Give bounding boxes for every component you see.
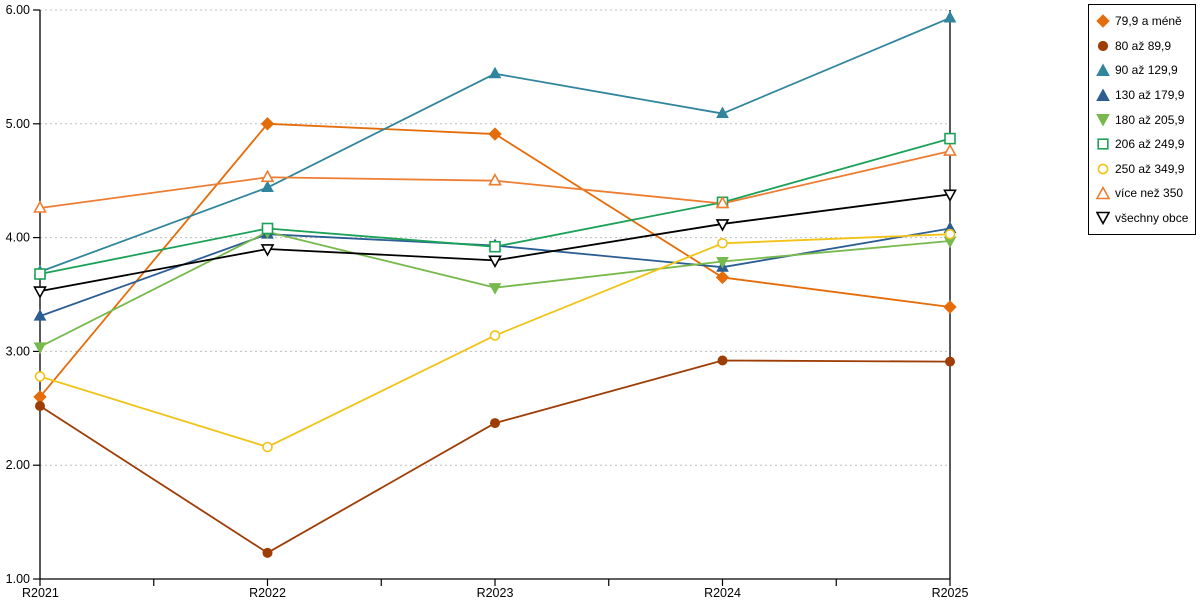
y-tick-label: 5.00	[6, 117, 30, 131]
data-point-marker	[717, 355, 728, 366]
legend-item-label: všechny obce	[1115, 211, 1189, 226]
data-point-marker	[944, 132, 956, 145]
legend-item: 80 až 89,9	[1096, 34, 1195, 59]
data-point-marker	[262, 441, 273, 453]
data-point-marker	[488, 127, 502, 141]
data-point-marker	[488, 283, 502, 295]
data-point-marker	[34, 371, 46, 382]
legend-item: 206 až 249,9	[1096, 132, 1195, 157]
data-point-marker	[717, 237, 728, 249]
legend-item-label: 79,9 a méně	[1115, 14, 1182, 29]
data-point-marker	[715, 195, 730, 209]
series-line	[39, 359, 951, 554]
legend-item: 90 až 129,9	[1096, 58, 1195, 83]
data-point-marker	[34, 268, 46, 280]
data-point-marker	[262, 547, 273, 558]
data-point-marker	[943, 189, 957, 203]
data-point-marker	[261, 180, 274, 193]
data-point-marker	[33, 309, 47, 321]
x-tick-label: R2024	[704, 586, 741, 600]
triangle-up-marker-icon	[1096, 63, 1110, 77]
legend-item: všechny obce	[1096, 206, 1195, 231]
data-point-marker	[261, 222, 274, 235]
y-tick-label: 2.00	[6, 458, 30, 472]
data-point-marker	[260, 117, 275, 131]
data-point-marker	[488, 255, 502, 269]
triangle-down-marker-icon	[1096, 211, 1110, 226]
data-point-marker	[943, 300, 957, 314]
data-point-marker	[33, 286, 47, 299]
y-tick-label: 4.00	[6, 231, 30, 245]
data-point-marker	[488, 66, 502, 79]
legend-item: 130 až 179,9	[1096, 83, 1195, 108]
data-point-marker	[33, 342, 47, 354]
triangle-up-marker-icon	[1096, 186, 1110, 200]
data-point-marker	[488, 173, 502, 186]
data-point-marker	[35, 401, 45, 412]
data-point-marker	[945, 356, 955, 367]
legend-item: 180 až 205,9	[1096, 107, 1195, 132]
data-point-marker	[489, 330, 501, 341]
square-marker-icon	[1097, 138, 1109, 150]
legend-item-label: 250 až 349,9	[1115, 161, 1185, 176]
data-point-marker	[716, 106, 729, 119]
triangle-up-marker-icon	[1096, 88, 1110, 102]
data-point-marker	[944, 228, 956, 240]
data-point-marker	[716, 256, 729, 269]
diamond-marker-icon	[1096, 14, 1110, 29]
data-point-marker	[260, 169, 275, 183]
data-point-marker	[715, 270, 730, 285]
y-tick-label: 3.00	[6, 344, 30, 358]
data-point-marker	[260, 244, 275, 257]
data-point-marker	[33, 200, 47, 213]
data-point-marker	[490, 418, 500, 429]
triangle-down-marker-icon	[1096, 113, 1110, 127]
x-tick-label: R2021	[22, 586, 59, 600]
data-point-marker	[715, 219, 730, 232]
legend: 79,9 a méně 80 až 89,9 90 až 129,9 130 až 1…	[1088, 4, 1196, 236]
legend-item-label: 80 až 89,9	[1115, 38, 1172, 53]
y-tick-label: 6.00	[6, 3, 30, 17]
data-point-marker	[489, 240, 501, 253]
data-point-marker	[943, 143, 957, 156]
legend-item: 250 až 349,9	[1096, 157, 1195, 182]
x-tick-label: R2025	[932, 586, 969, 600]
legend-item-label: více než 350	[1115, 186, 1184, 201]
x-tick-label: R2022	[249, 586, 286, 600]
legend-item-label: 180 až 205,9	[1115, 112, 1185, 127]
x-tick-label: R2023	[477, 586, 514, 600]
circle-marker-icon	[1097, 40, 1109, 51]
y-tick-label: 1.00	[6, 572, 30, 586]
legend-item-label: 206 až 249,9	[1115, 137, 1185, 152]
legend-item-label: 90 až 129,9	[1115, 63, 1178, 78]
legend-item: 79,9 a méně	[1096, 9, 1195, 34]
legend-item-label: 130 až 179,9	[1115, 88, 1185, 103]
circle-marker-icon	[1097, 163, 1109, 175]
legend-item: více než 350	[1096, 181, 1195, 206]
data-point-marker	[943, 10, 957, 23]
